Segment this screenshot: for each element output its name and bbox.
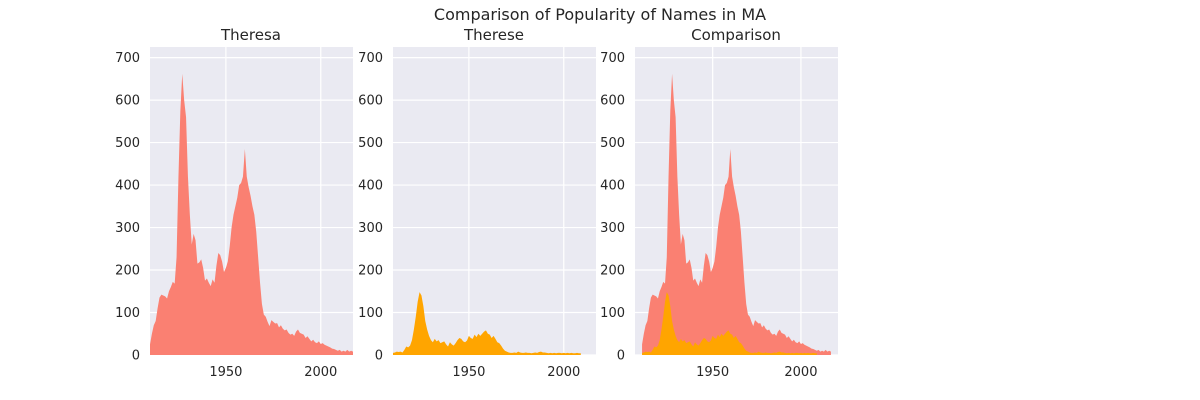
plot-background xyxy=(393,47,596,355)
y-tick-label: 400 xyxy=(358,179,383,194)
x-tick-label: 2000 xyxy=(784,365,817,380)
therese-plot: 0 100 200 300 400 500 600 700 1950 2000 xyxy=(358,47,596,380)
comparison-plot: 0 100 200 300 400 500 600 700 1950 2000 xyxy=(600,47,838,380)
y-tick-label: 600 xyxy=(115,94,140,109)
y-tick-label: 400 xyxy=(600,179,625,194)
y-tick-label: 700 xyxy=(115,51,140,66)
y-tick-label: 200 xyxy=(115,264,140,279)
y-tick-label: 100 xyxy=(115,306,140,321)
x-tick-label: 1950 xyxy=(696,365,729,380)
y-tick-label: 500 xyxy=(600,136,625,151)
x-tick-label: 2000 xyxy=(547,365,580,380)
panel-theresa: Theresa 0 100 200 300 400 500 600 700 1950 2000 xyxy=(115,26,353,380)
area-series-0 xyxy=(642,73,831,355)
panel-title: Therese xyxy=(463,26,524,44)
theresa-plot: 0 100 200 300 400 500 600 700 1950 2000 xyxy=(115,47,353,380)
area-series-1 xyxy=(642,292,817,355)
y-tick-label: 700 xyxy=(358,51,383,66)
y-tick-label: 500 xyxy=(115,136,140,151)
y-tick-label: 500 xyxy=(358,136,383,151)
y-tick-label: 200 xyxy=(358,264,383,279)
y-tick-label: 700 xyxy=(600,51,625,66)
y-tick-label: 100 xyxy=(600,306,625,321)
figure-title: Comparison of Popularity of Names in MA xyxy=(434,5,766,24)
y-tick-label: 100 xyxy=(358,306,383,321)
panel-title: Theresa xyxy=(220,26,281,44)
area-series-0 xyxy=(150,73,353,355)
panel-comparison: Comparison 0 100 200 300 400 500 600 700 1950 200… xyxy=(600,26,838,380)
y-tick-label: 200 xyxy=(600,264,625,279)
panel-therese: Therese 0 100 200 300 400 500 600 700 1950 2000 xyxy=(358,26,596,380)
y-tick-label: 600 xyxy=(358,94,383,109)
panel-title: Comparison xyxy=(691,26,781,44)
x-tick-label: 2000 xyxy=(304,365,337,380)
y-tick-label: 0 xyxy=(617,349,625,364)
y-tick-label: 300 xyxy=(600,221,625,236)
y-tick-label: 400 xyxy=(115,179,140,194)
area-series-0 xyxy=(393,292,581,355)
y-tick-label: 0 xyxy=(132,349,140,364)
y-tick-label: 600 xyxy=(600,94,625,109)
y-tick-label: 0 xyxy=(375,349,383,364)
x-tick-label: 1950 xyxy=(209,365,242,380)
x-tick-label: 1950 xyxy=(452,365,485,380)
y-tick-label: 300 xyxy=(358,221,383,236)
y-tick-label: 300 xyxy=(115,221,140,236)
